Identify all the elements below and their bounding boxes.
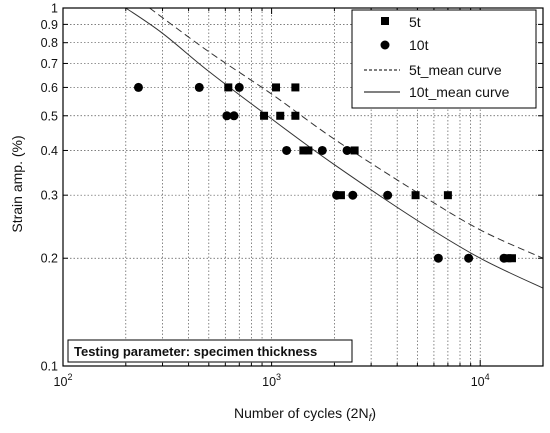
annotation-text: Testing parameter: specimen thickness (74, 344, 317, 359)
data-point-10t (499, 253, 509, 263)
mean-curve-10t (125, 7, 544, 289)
y-tick-label: 0.5 (41, 109, 58, 123)
legend-marker-5t (381, 17, 389, 25)
y-tick-label: 0.9 (41, 18, 58, 32)
x-tick-label-exponent: 2 (67, 372, 72, 382)
legend-label-10t-mean: 10t_mean curve (409, 84, 510, 100)
data-point-5t (260, 111, 269, 120)
plot-frame (62, 7, 544, 367)
data-point-5t (411, 191, 420, 200)
x-tick-label-exponent: 4 (485, 372, 490, 382)
y-tick-label: 0.1 (41, 360, 58, 374)
data-point-5t (291, 111, 300, 120)
data-point-10t (234, 82, 244, 92)
data-point-5t (304, 146, 313, 155)
data-point-10t (282, 145, 292, 155)
x-tick-label: 104 (471, 372, 490, 389)
data-point-5t (291, 83, 300, 92)
data-point-5t (350, 146, 359, 155)
x-tick-label-base: 10 (471, 375, 485, 389)
y-tick-label: 0.8 (41, 36, 58, 50)
legend-label-5t-mean: 5t_mean curve (409, 62, 502, 78)
data-point-10t (133, 82, 143, 92)
data-markers (133, 82, 516, 263)
data-point-5t (276, 111, 285, 120)
data-point-10t (229, 111, 239, 121)
x-tick-label-exponent: 3 (276, 372, 281, 382)
annotation-box (67, 339, 353, 363)
data-point-10t (332, 190, 342, 200)
data-point-10t (222, 111, 232, 121)
data-point-5t (299, 146, 308, 155)
legend-label-5t: 5t (409, 14, 421, 30)
annotation: Testing parameter: specimen thickness (67, 339, 353, 363)
y-tick-label: 0.3 (41, 189, 58, 203)
x-tick-label: 103 (262, 372, 281, 389)
data-point-5t (272, 83, 281, 92)
y-axis-title: Strain amp. (%) (9, 135, 25, 232)
x-tick-label: 102 (54, 372, 73, 389)
data-point-10t (383, 190, 393, 200)
x-axis-title-subscript: f (369, 413, 373, 424)
data-point-10t (348, 190, 358, 200)
x-tick-label-base: 10 (54, 375, 68, 389)
data-point-10t (464, 253, 474, 263)
y-tick-label: 1 (51, 2, 58, 16)
mean-curves (125, 7, 544, 289)
mean-curve-5t (149, 7, 544, 259)
data-point-5t (507, 254, 516, 263)
data-point-10t (317, 145, 327, 155)
legend-label-10t: 10t (409, 37, 429, 53)
legend: 5t 10t 5t_mean curve 10t_mean curve (351, 9, 537, 109)
data-point-10t (194, 82, 204, 92)
y-tick-label: 0.2 (41, 252, 58, 266)
x-axis-title-close: ) (371, 405, 376, 421)
x-axis-title: Number of cycles (2Nf) (234, 405, 376, 424)
data-point-5t (443, 191, 452, 200)
y-tick-label: 0.6 (41, 81, 58, 95)
data-point-5t (224, 83, 233, 92)
x-tick-label-base: 10 (262, 375, 276, 389)
data-point-10t (342, 145, 352, 155)
x-axis-title-main: Number of cycles (2N (234, 405, 369, 421)
y-tick-label: 0.7 (41, 57, 58, 71)
y-tick-label: 0.4 (41, 144, 58, 158)
legend-marker-10t (380, 40, 390, 50)
data-point-10t (433, 253, 443, 263)
